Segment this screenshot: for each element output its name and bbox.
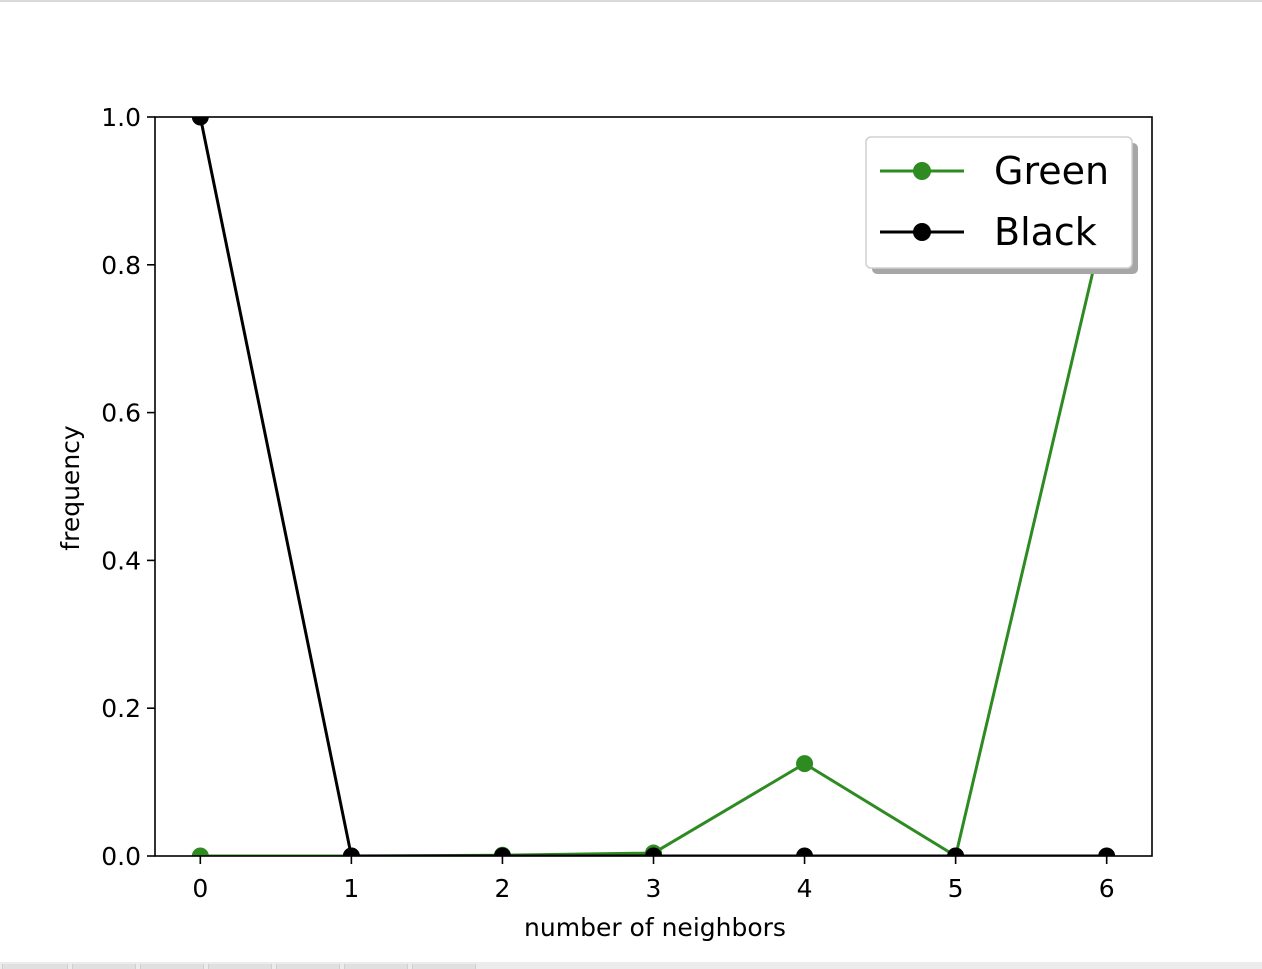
data-point-black: [645, 847, 662, 856]
data-point-black: [493, 847, 511, 856]
y-axis-label: frequency: [56, 425, 85, 551]
y-tick-label: 0.8: [101, 251, 141, 280]
x-tick-label: 2: [494, 874, 510, 903]
data-point-black: [1098, 847, 1116, 856]
x-tick-label: 4: [797, 874, 813, 903]
x-tick-label: 0: [192, 874, 208, 903]
legend-label-black: Black: [994, 210, 1097, 254]
x-tick-label: 3: [646, 874, 662, 903]
window-top-border: [0, 0, 1262, 2]
data-point-green: [796, 755, 814, 773]
legend: Green Black: [865, 136, 1138, 274]
x-tick-label: 6: [1099, 874, 1115, 903]
y-tick-label: 0.6: [101, 399, 141, 428]
series-line-green: [200, 212, 1109, 856]
toolbar-segment: [140, 964, 204, 969]
x-axis: 0 1 2 3 4 5 6: [192, 856, 1115, 903]
x-tick-label: 1: [343, 874, 359, 903]
y-tick-label: 0.4: [101, 546, 141, 575]
toolbar-segment: [208, 964, 272, 969]
y-tick-label: 1.0: [101, 103, 141, 132]
y-tick-label: 0.0: [101, 842, 141, 871]
legend-marker-green: [913, 162, 931, 180]
data-point-black: [191, 117, 209, 126]
legend-marker-black: [913, 223, 931, 241]
data-point-green: [191, 847, 209, 856]
data-point-black: [342, 847, 360, 856]
x-tick-label: 5: [948, 874, 964, 903]
window-bottom-toolbar: [0, 962, 1262, 969]
y-tick-label: 0.2: [101, 694, 141, 723]
toolbar-segment: [412, 964, 476, 969]
y-axis: 0.0 0.2 0.4 0.6 0.8 1.0: [101, 103, 155, 871]
data-point-black: [947, 847, 965, 856]
toolbar-segment: [276, 964, 340, 969]
legend-label-green: Green: [994, 149, 1109, 193]
x-axis-label: number of neighbors: [524, 913, 786, 942]
toolbar-segment: [344, 964, 408, 969]
toolbar-segment: [72, 964, 136, 969]
toolbar-segment: [2, 964, 68, 969]
data-point-black: [796, 847, 814, 856]
